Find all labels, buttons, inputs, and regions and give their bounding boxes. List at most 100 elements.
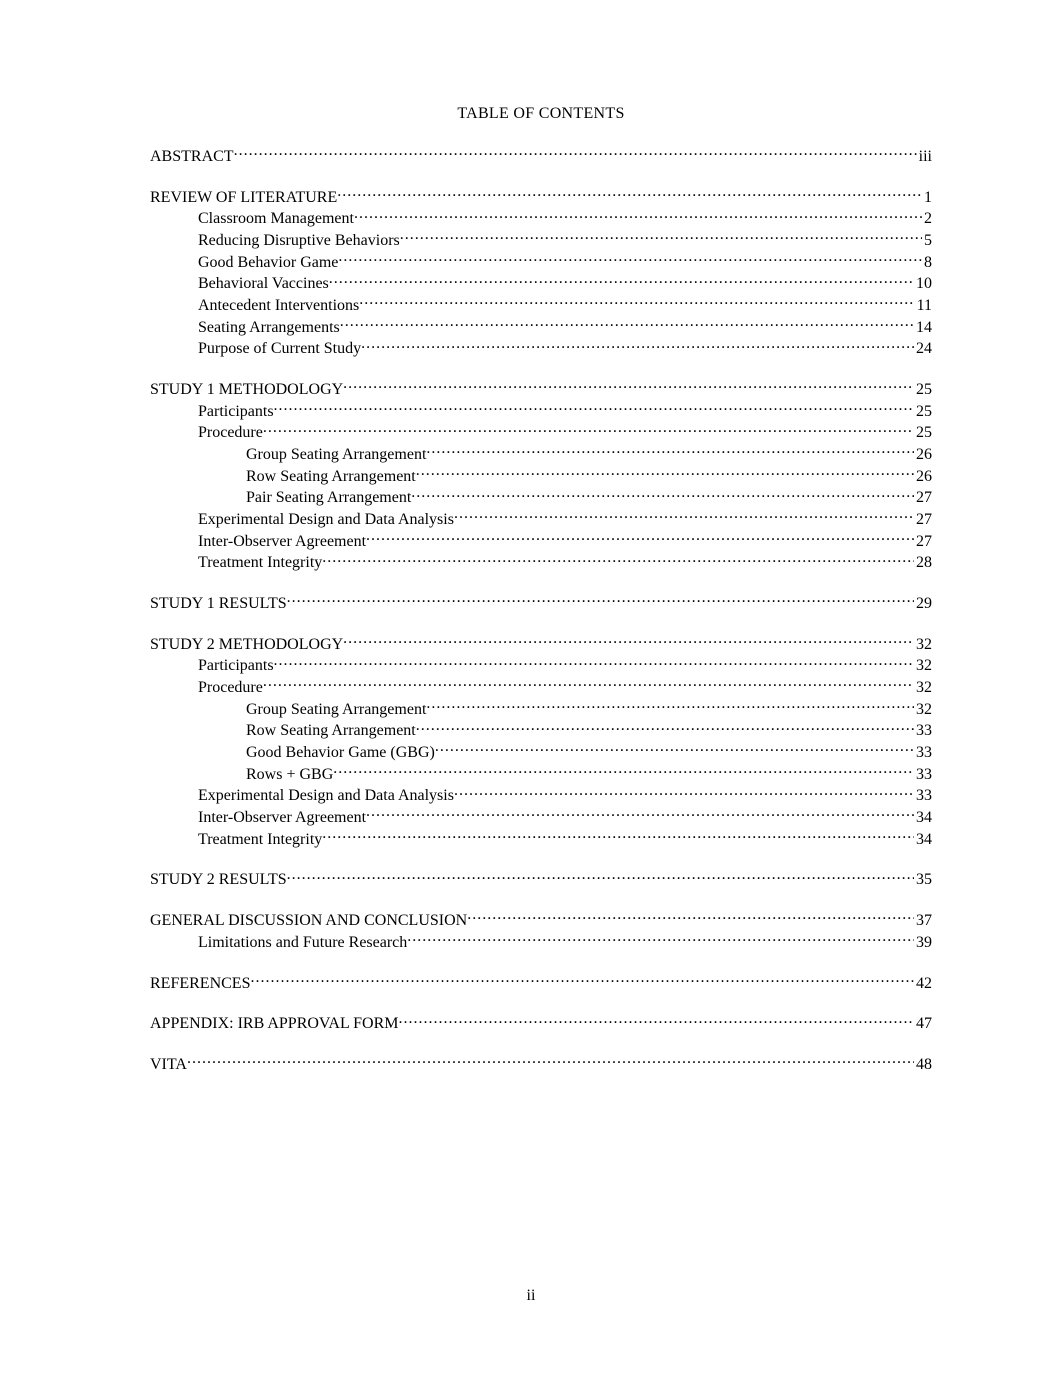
toc-entry-page: 32 xyxy=(914,678,932,698)
toc-entry-page: iii xyxy=(917,147,932,167)
toc-leader-dots xyxy=(426,443,914,459)
toc-entry-page: 14 xyxy=(914,318,932,338)
toc-leader-dots xyxy=(263,676,914,692)
toc-entry: Row Seating Arrangement 26 xyxy=(150,465,932,487)
toc-entry: Good Behavior Game8 xyxy=(150,251,932,273)
toc-entry: Experimental Design and Data Analysis33 xyxy=(150,784,932,806)
toc-leader-dots xyxy=(287,592,914,608)
toc-leader-dots xyxy=(322,551,914,567)
toc-leader-dots xyxy=(467,909,914,925)
toc-entry-page: 8 xyxy=(922,253,932,273)
toc-entry: Inter-Observer Agreement27 xyxy=(150,530,932,552)
toc-entry-label: Rows + GBG xyxy=(246,765,333,785)
toc-leader-dots xyxy=(426,698,914,714)
toc-entry: Treatment Integrity28 xyxy=(150,551,932,573)
toc-leader-dots xyxy=(400,229,922,245)
toc-entry-label: Treatment Integrity xyxy=(198,830,322,850)
toc-entry-label: REFERENCES xyxy=(150,974,250,994)
toc-entry-page: 25 xyxy=(914,380,932,400)
toc-entry-page: 39 xyxy=(914,933,932,953)
toc-leader-dots xyxy=(416,719,914,735)
toc-entry: STUDY 1 METHODOLOGY25 xyxy=(150,378,932,400)
toc-entry: Good Behavior Game (GBG)33 xyxy=(150,741,932,763)
toc-entry-page: 32 xyxy=(914,700,932,720)
toc-entry: APPENDIX: IRB APPROVAL FORM 47 xyxy=(150,1012,932,1034)
toc-leader-dots xyxy=(250,972,914,988)
toc-leader-dots xyxy=(454,508,914,524)
toc-blank-line xyxy=(150,993,932,1012)
toc-entry-label: Procedure xyxy=(198,678,263,698)
toc-entry: Purpose of Current Study 24 xyxy=(150,337,932,359)
toc-entry-label: Good Behavior Game (GBG) xyxy=(246,743,435,763)
toc-entry-label: VITA xyxy=(150,1055,187,1075)
toc-leader-dots xyxy=(359,294,914,310)
toc-entry: Classroom Management 2 xyxy=(150,207,932,229)
toc-body: ABSTRACTiiiREVIEW OF LITERATURE1Classroo… xyxy=(150,145,932,1075)
toc-entry-label: Reducing Disruptive Behaviors xyxy=(198,231,400,251)
toc-entry-label: Group Seating Arrangement xyxy=(246,445,426,465)
toc-entry: Group Seating Arrangement 26 xyxy=(150,443,932,465)
toc-entry-page: 25 xyxy=(914,402,932,422)
toc-entry-label: Antecedent Interventions xyxy=(198,296,359,316)
toc-entry-label: Behavioral Vaccines xyxy=(198,274,329,294)
toc-entry-page: 24 xyxy=(914,339,932,359)
toc-entry-page: 2 xyxy=(922,209,932,229)
toc-leader-dots xyxy=(361,337,914,353)
toc-entry-page: 48 xyxy=(914,1055,932,1075)
toc-entry-label: Row Seating Arrangement xyxy=(246,467,416,487)
toc-leader-dots xyxy=(322,828,914,844)
toc-entry-page: 29 xyxy=(914,594,932,614)
toc-entry: Experimental Design and Data Analysis27 xyxy=(150,508,932,530)
toc-entry-label: Inter-Observer Agreement xyxy=(198,532,366,552)
toc-blank-line xyxy=(150,1034,932,1053)
toc-leader-dots xyxy=(416,465,914,481)
toc-entry-page: 47 xyxy=(914,1014,932,1034)
toc-entry-label: APPENDIX: IRB APPROVAL FORM xyxy=(150,1014,399,1034)
toc-entry: Seating Arrangements14 xyxy=(150,316,932,338)
toc-entry: GENERAL DISCUSSION AND CONCLUSION37 xyxy=(150,909,932,931)
toc-entry-page: 26 xyxy=(914,445,932,465)
toc-entry: Antecedent Interventions 11 xyxy=(150,294,932,316)
toc-leader-dots xyxy=(354,207,922,223)
toc-leader-dots xyxy=(343,633,914,649)
toc-leader-dots xyxy=(274,400,914,416)
toc-leader-dots xyxy=(234,145,917,161)
toc-entry-page: 33 xyxy=(914,765,932,785)
toc-blank-line xyxy=(150,890,932,909)
toc-entry-label: REVIEW OF LITERATURE xyxy=(150,188,337,208)
toc-entry-page: 25 xyxy=(914,423,932,443)
toc-leader-dots xyxy=(411,486,914,502)
toc-entry-label: Row Seating Arrangement xyxy=(246,721,416,741)
toc-entry: Treatment Integrity34 xyxy=(150,828,932,850)
toc-entry-label: STUDY 1 RESULTS xyxy=(150,594,287,614)
toc-entry-label: Purpose of Current Study xyxy=(198,339,361,359)
toc-entry: STUDY 2 METHODOLOGY32 xyxy=(150,633,932,655)
toc-leader-dots xyxy=(263,421,914,437)
toc-entry: Pair Seating Arrangement27 xyxy=(150,486,932,508)
toc-entry-page: 26 xyxy=(914,467,932,487)
toc-entry-page: 5 xyxy=(922,231,932,251)
toc-entry-page: 32 xyxy=(914,656,932,676)
toc-entry-page: 33 xyxy=(914,721,932,741)
toc-entry-label: Experimental Design and Data Analysis xyxy=(198,786,454,806)
toc-entry: Participants 32 xyxy=(150,654,932,676)
toc-entry: Procedure25 xyxy=(150,421,932,443)
toc-entry: Group Seating Arrangement32 xyxy=(150,698,932,720)
toc-leader-dots xyxy=(366,530,914,546)
toc-leader-dots xyxy=(340,316,914,332)
toc-entry-label: STUDY 2 RESULTS xyxy=(150,870,287,890)
toc-entry: STUDY 2 RESULTS35 xyxy=(150,868,932,890)
page-container: TABLE OF CONTENTS ABSTRACTiiiREVIEW OF L… xyxy=(0,0,1062,1377)
toc-entry-page: 11 xyxy=(915,296,932,316)
toc-entry-page: 34 xyxy=(914,808,932,828)
toc-entry: Procedure 32 xyxy=(150,676,932,698)
toc-entry-label: STUDY 2 METHODOLOGY xyxy=(150,635,343,655)
toc-blank-line xyxy=(150,167,932,186)
toc-entry-page: 28 xyxy=(914,553,932,573)
toc-entry-label: Classroom Management xyxy=(198,209,354,229)
toc-entry-label: ABSTRACT xyxy=(150,147,234,167)
toc-entry-label: Participants xyxy=(198,656,274,676)
toc-entry: ABSTRACT iii xyxy=(150,145,932,167)
toc-leader-dots xyxy=(399,1012,914,1028)
toc-entry-page: 27 xyxy=(914,510,932,530)
